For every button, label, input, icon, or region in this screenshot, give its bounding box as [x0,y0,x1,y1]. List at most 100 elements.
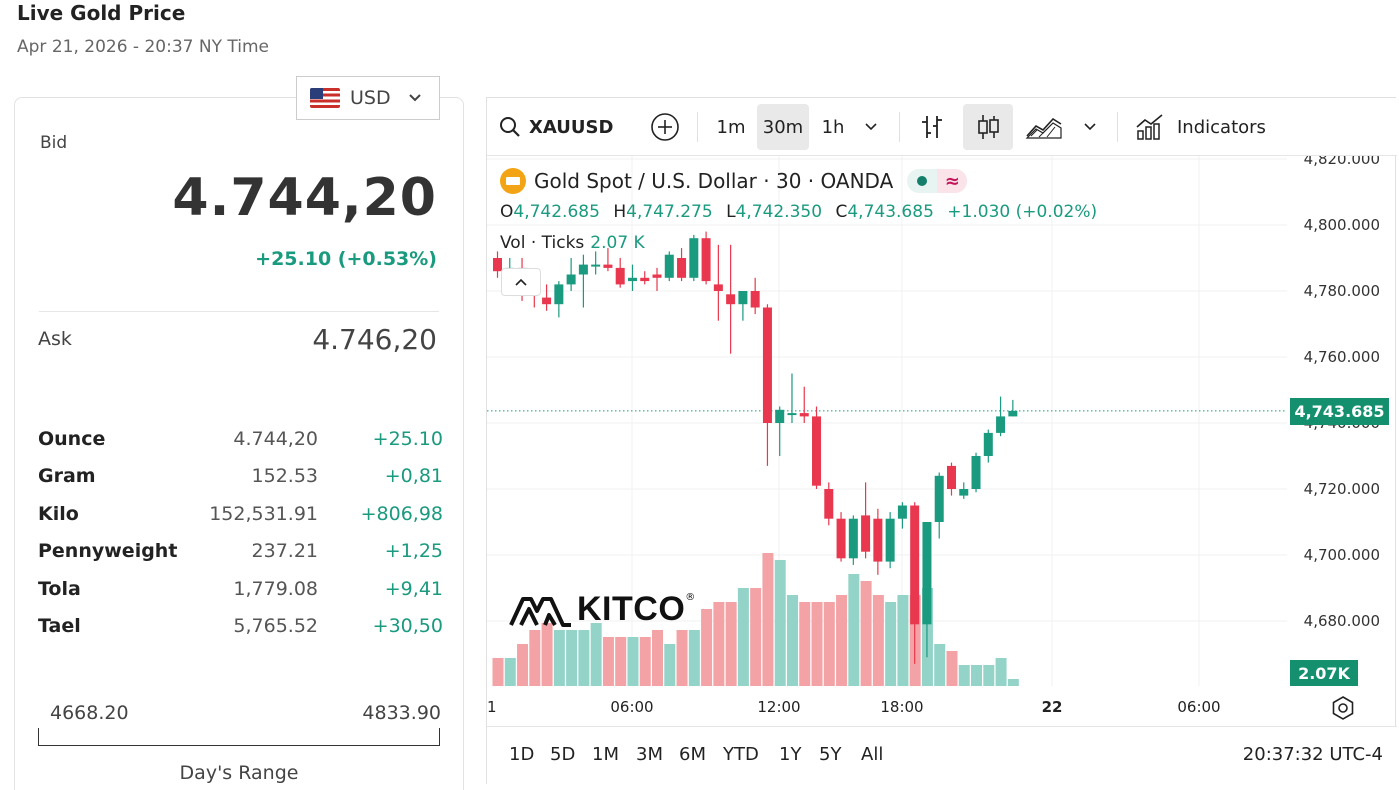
currency-select[interactable]: USD [296,76,440,120]
candle-body [922,522,932,625]
volume-bar [627,637,639,686]
x-axis-label: 12:00 [757,698,800,716]
low-key: L [726,202,736,222]
candle-body [750,291,760,308]
candle-body [591,264,601,267]
volume-bar [737,588,749,686]
volume-bar [639,637,651,686]
chart-settings-icon[interactable] [1330,695,1356,721]
volume-bar [578,630,590,686]
x-axis-label: 1 [487,698,497,716]
candle-body [554,284,564,305]
volume-bar [995,658,1007,686]
unit-name: Tael [38,615,81,638]
unit-price: 5,765.52 [233,615,318,638]
indicators-icon [1136,114,1163,140]
chart-clock: 20:37:32 UTC-4 [1242,744,1383,765]
range-6m-button[interactable]: 6M [679,744,706,765]
bar-chart-type-button[interactable] [911,104,953,150]
toolbar-separator [1117,112,1118,142]
market-status-pill[interactable]: ≈ [907,169,968,193]
range-ytd-button[interactable]: YTD [723,744,759,765]
volume-bar [934,644,946,686]
day-range-high: 4833.90 [362,702,441,724]
volume-bar [602,637,614,686]
volume-bar [786,595,798,686]
high-key: H [613,202,627,222]
volume-bar [1007,679,1019,686]
candle-body [726,294,736,305]
chevron-down-icon [865,123,877,131]
symbol-label: XAUUSD [529,116,614,138]
delayed-data-icon: ≈ [937,169,968,193]
range-1m-button[interactable]: 1M [592,744,619,765]
candle-body [799,413,809,417]
area-chart-type-button[interactable] [1021,104,1067,150]
ohlc-bars-icon [922,116,942,138]
last-volume-badge: 2.07K [1290,660,1358,686]
range-1d-button[interactable]: 1D [509,744,535,765]
interval-dropdown[interactable] [857,104,885,150]
x-axis-label: 18:00 [880,698,923,716]
open-value: 4,742.685 [513,202,600,222]
market-open-dot-icon [917,176,928,186]
interval-1h[interactable]: 1h [821,116,845,138]
candle-chart-type-button[interactable] [963,104,1013,150]
volume-bar [590,623,602,686]
volume-bar [492,658,504,686]
volume-bar [652,630,664,686]
gold-bar-icon [500,168,526,194]
candle-body [652,274,662,278]
unit-name: Kilo [38,502,79,525]
day-range-label: Day's Range [179,762,299,784]
unit-price: 152.53 [251,465,318,488]
unit-row: Pennyweight 237.21 +1,25 [38,533,443,571]
interval-1m[interactable]: 1m [716,116,746,138]
candle-body [701,238,711,282]
collapse-legend-button[interactable] [501,268,541,296]
candle-body [762,307,772,423]
symbol-search[interactable]: XAUUSD [499,104,617,150]
y-axis-label: 4,780.000 [1304,282,1380,300]
unit-change: +30,50 [372,615,443,638]
candle-body [873,518,883,562]
volume-bar [762,553,774,686]
close-change: +1.030 (+0.02%) [947,202,1098,222]
unit-change: +1,25 [384,540,443,563]
low-value: 4,742.350 [735,202,823,222]
chart-type-dropdown[interactable] [1077,104,1103,150]
range-5d-button[interactable]: 5D [550,744,576,765]
volume-bar [799,602,811,686]
day-range-bar [38,728,440,746]
page-timestamp: Apr 21, 2026 - 20:37 NY Time [17,37,269,57]
range-5y-button[interactable]: 5Y [819,744,842,765]
range-1y-button[interactable]: 1Y [779,744,802,765]
volume-bar [860,581,872,686]
x-axis-label: 06:00 [610,698,653,716]
unit-row: Kilo 152,531.91 +806,98 [38,495,443,533]
range-all-button[interactable]: All [861,744,884,765]
candlestick-icon [978,115,999,139]
chart-legend-title[interactable]: Gold Spot / U.S. Dollar · 30 · OANDA ≈ [500,168,968,194]
volume-bar [811,602,823,686]
indicators-button[interactable]: Indicators [1135,104,1277,150]
interval-30m[interactable]: 30m [757,104,809,150]
volume-bar [725,602,737,686]
volume-value: 2.07 K [590,233,645,253]
unit-change: +25.10 [372,427,443,450]
unit-change: +9,41 [384,577,443,600]
unit-name: Ounce [38,427,106,450]
candle-body [910,505,920,625]
last-price-badge: 4,743.685 [1290,398,1389,425]
volume-bar [983,665,995,686]
unit-row: Gram 152.53 +0,81 [38,458,443,496]
compare-symbol-button[interactable] [647,104,683,150]
candle-body [640,277,650,282]
ask-label: Ask [38,328,72,350]
candle-body [861,515,871,552]
candle-body [603,264,613,268]
unit-row: Ounce 4.744,20 +25.10 [38,420,443,458]
range-3m-button[interactable]: 3M [636,744,663,765]
volume-bar [688,630,700,686]
candle-body [983,432,993,456]
